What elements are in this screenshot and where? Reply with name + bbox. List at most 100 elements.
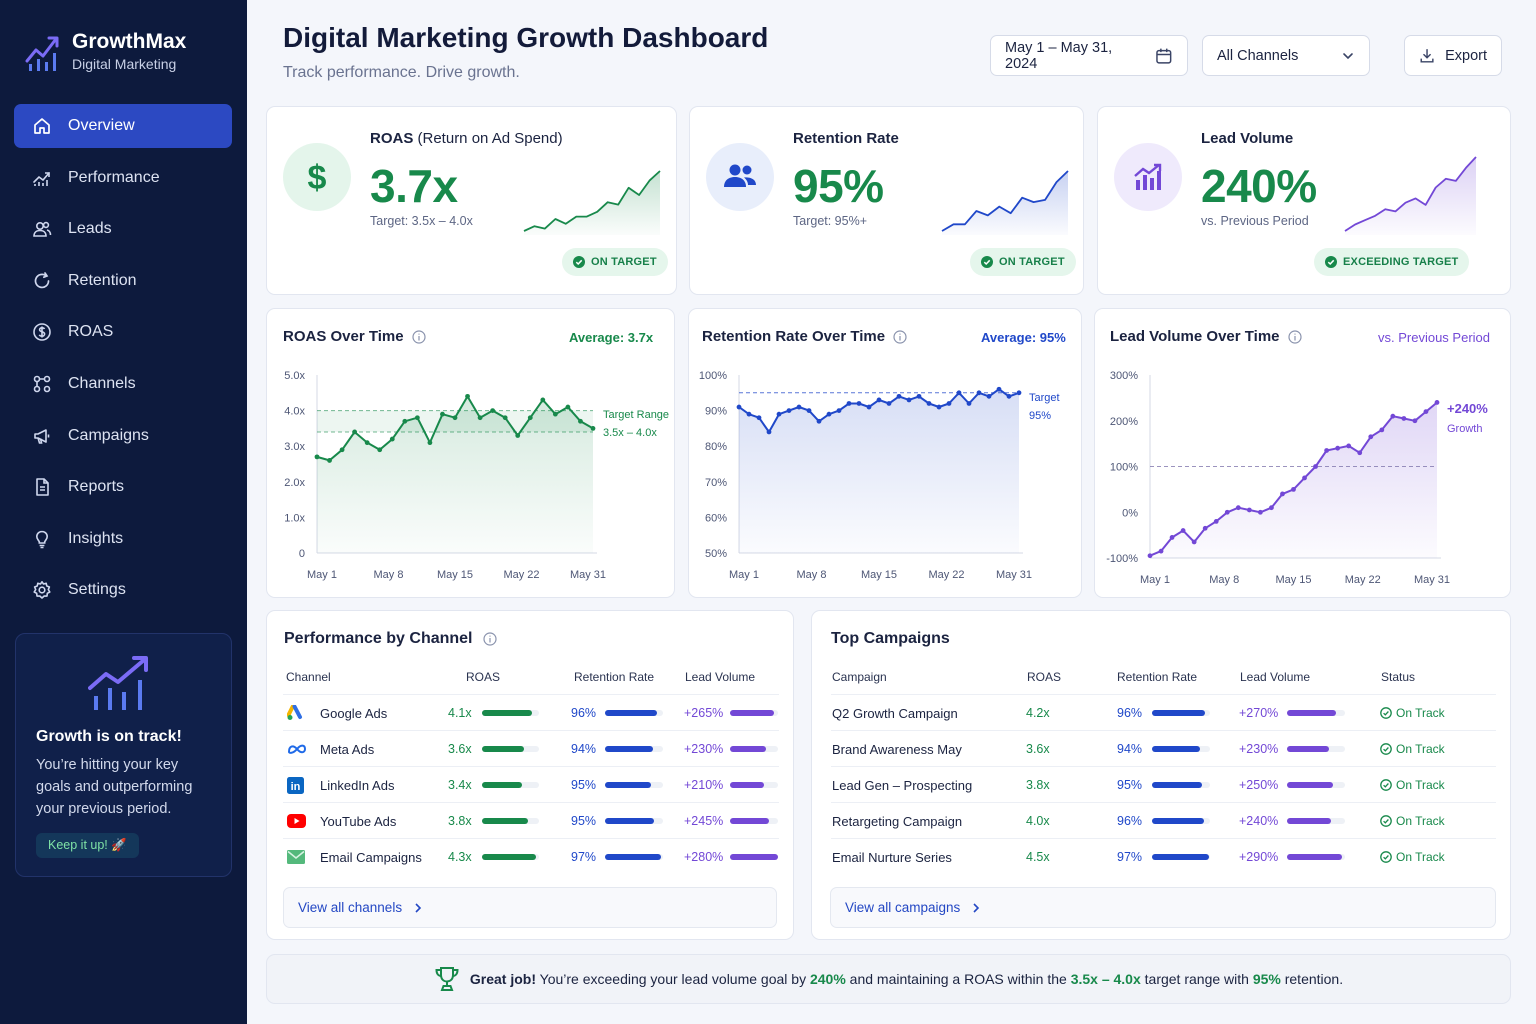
sidebar-item-settings[interactable]: Settings <box>14 568 232 612</box>
table-row[interactable]: Meta Ads 3.6x 94% +230% <box>283 730 779 766</box>
channel-performance-card: Performance by Channel Channel ROAS Rete… <box>266 610 794 940</box>
date-range-label: May 1 – May 31, 2024 <box>1005 39 1113 72</box>
lead-volume-value: +245% <box>684 814 724 828</box>
kpi-value: 95% <box>793 160 884 212</box>
data-point <box>1246 507 1252 513</box>
sidebar-item-campaigns[interactable]: Campaigns <box>14 414 232 458</box>
view-all-campaigns-link[interactable]: View all campaigns <box>830 887 1496 928</box>
brand-name: GrowthMax <box>72 30 187 53</box>
retention-value: 96% <box>571 706 597 720</box>
data-point <box>1169 535 1175 540</box>
lead-volume-bar <box>730 818 770 824</box>
lead-volume-value: +265% <box>684 706 724 720</box>
chart-note: Average: 3.7x <box>569 330 654 345</box>
y-tick-label: 90% <box>705 406 727 418</box>
x-tick-label: May 31 <box>1414 574 1450 586</box>
info-icon[interactable] <box>893 329 907 344</box>
table-row[interactable]: Lead Gen – Prospecting 3.8x 95% +250% On Tra… <box>831 766 1496 802</box>
export-label: Export <box>1445 47 1487 64</box>
sidebar-item-overview[interactable]: Overview <box>14 104 232 148</box>
sidebar-item-retention[interactable]: Retention <box>14 259 232 303</box>
roas-value: 3.6x <box>1026 742 1050 756</box>
retention-chart-card: Retention Rate Over Time Average: 95% 10… <box>688 308 1082 598</box>
data-point <box>389 436 395 442</box>
data-point <box>1202 525 1208 531</box>
annotation-label: Target <box>1029 392 1060 404</box>
y-tick-label: 80% <box>705 441 727 453</box>
campaign-name: Email Nurture Series <box>832 849 952 865</box>
data-point <box>402 418 408 424</box>
kpi-card-roas: $ ROAS (Return on Ad Spend) 3.7x Target:… <box>266 106 677 295</box>
lead-volume-bar <box>730 710 775 716</box>
sidebar-item-roas[interactable]: ROAS <box>14 310 232 354</box>
youtube-icon <box>287 803 306 839</box>
table-row[interactable]: Brand Awareness May 3.6x 94% +230% On Track <box>831 730 1496 766</box>
sparkline-line <box>523 170 661 232</box>
sidebar-item-label: Reports <box>68 478 125 496</box>
data-point <box>477 415 483 421</box>
y-tick-label: 200% <box>1110 416 1138 428</box>
keep-it-up-button[interactable]: Keep it up! 🚀 <box>36 833 139 858</box>
info-icon[interactable] <box>412 329 426 344</box>
sidebar-item-leads[interactable]: Leads <box>14 207 232 251</box>
retention-value: 96% <box>1117 814 1143 828</box>
leads-area-chart: 300% 200% 100% 0% -100%May 1 May 8 May 15 May 2… <box>1106 370 1488 586</box>
retention-value: 97% <box>1117 850 1143 864</box>
y-tick-label: 0 <box>299 548 305 560</box>
retention-bar <box>1152 746 1200 752</box>
brand[interactable]: GrowthMax Digital Marketing <box>24 30 186 72</box>
status-badge: On Track <box>1380 803 1445 839</box>
summary-text: Great job! You’re exceeding your lead vo… <box>469 971 1344 987</box>
table-row[interactable]: in LinkedIn Ads 3.4x 95% +210% <box>283 766 779 802</box>
campaign-name: Q2 Growth Campaign <box>832 705 958 721</box>
table-row[interactable]: Email Campaigns 4.3x 97% +280% <box>283 838 779 874</box>
promo-text: You’re hitting your key goals and outper… <box>36 757 193 817</box>
export-button[interactable]: Export <box>1404 35 1502 76</box>
brand-subtitle: Digital Marketing <box>72 56 177 72</box>
data-point <box>776 411 782 417</box>
x-tick-label: May 8 <box>1209 574 1239 586</box>
sparkline-area <box>942 171 1068 235</box>
roas-value: 3.8x <box>1026 778 1050 792</box>
column-header: Status <box>1381 670 1416 684</box>
retention-bar <box>1152 818 1205 824</box>
info-icon[interactable] <box>1287 329 1302 344</box>
table-row[interactable]: YouTube Ads 3.8x 95% +245% <box>283 802 779 838</box>
dollar-icon <box>33 323 51 342</box>
sidebar-item-channels[interactable]: Channels <box>14 362 232 406</box>
retention-bar <box>605 818 654 824</box>
table-row[interactable]: Retargeting Campaign 4.0x 96% +240% On Track <box>831 802 1496 838</box>
retention-bar <box>605 710 658 716</box>
lead-volume-value: +290% <box>1239 850 1279 864</box>
y-tick-label: 300% <box>1110 370 1138 382</box>
data-point <box>976 390 982 396</box>
check-circle-icon <box>1380 779 1392 791</box>
channel-select[interactable]: All Channels <box>1202 35 1370 76</box>
date-range-picker[interactable]: May 1 – May 31, 2024 <box>990 35 1188 76</box>
table-row[interactable]: Google Ads 4.1x 96% +265% <box>283 694 779 730</box>
chevron-right-icon <box>415 902 422 913</box>
data-point <box>565 404 571 410</box>
data-point <box>364 440 370 446</box>
view-all-channels-link[interactable]: View all channels <box>283 887 777 928</box>
table-row[interactable]: Q2 Growth Campaign 4.2x 96% +270% On Track <box>831 694 1496 730</box>
x-tick-label: May 31 <box>996 569 1032 581</box>
channel-name: LinkedIn Ads <box>320 777 395 793</box>
data-point <box>866 404 872 410</box>
sidebar-item-insights[interactable]: Insights <box>14 517 232 561</box>
annotation-value: 95% <box>1029 410 1051 422</box>
data-point <box>926 401 932 406</box>
info-icon[interactable] <box>482 632 497 646</box>
table-row[interactable]: Email Nurture Series 4.5x 97% +290% On Track <box>831 838 1496 874</box>
roas-value: 4.2x <box>1026 706 1050 720</box>
y-tick-label: 3.0x <box>284 441 305 453</box>
sidebar-item-reports[interactable]: Reports <box>14 465 232 509</box>
lead-volume-value: +270% <box>1239 706 1279 720</box>
y-tick-label: 2.0x <box>284 477 305 489</box>
sidebar-item-performance[interactable]: Performance <box>14 156 232 200</box>
trophy-icon <box>435 967 459 991</box>
data-point <box>1006 393 1012 399</box>
google-ads-icon <box>287 695 305 731</box>
series-area <box>1150 402 1437 558</box>
data-point <box>756 415 762 421</box>
